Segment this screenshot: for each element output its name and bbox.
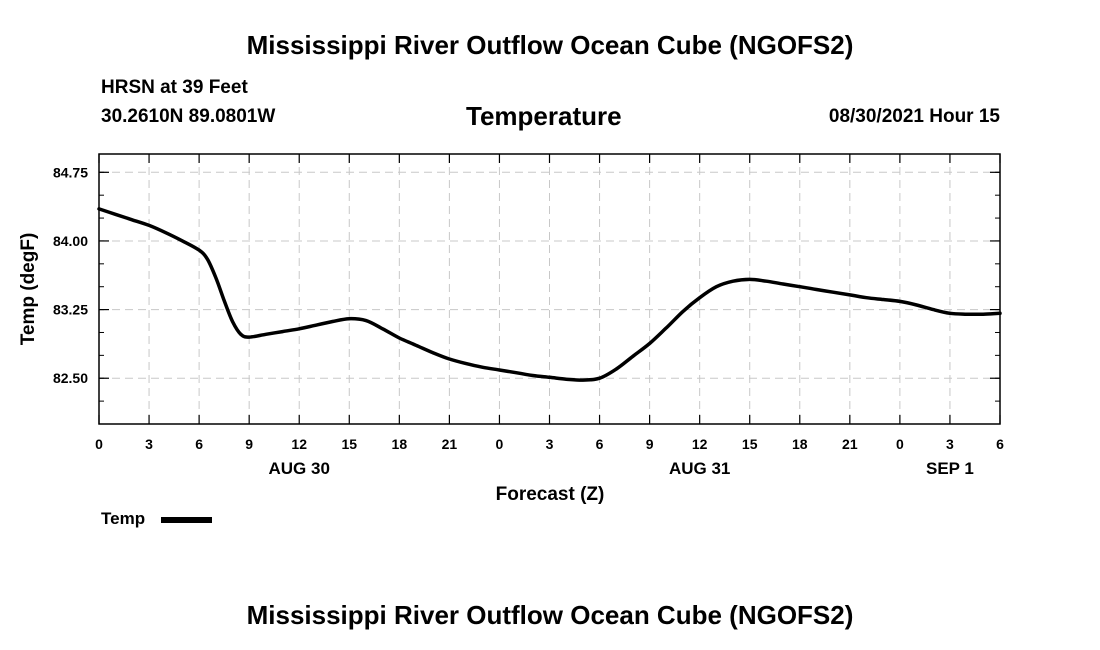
x-tick-label: 21 [442,436,458,452]
chart-title: Mississippi River Outflow Ocean Cube (NG… [246,30,854,60]
x-tick-label: 15 [341,436,357,452]
x-tick-label: 3 [145,436,153,452]
x-tick-label: 18 [792,436,808,452]
y-tick-label: 84.00 [53,233,88,249]
axis-ticks [98,154,1001,425]
x-tick-label: 3 [546,436,554,452]
x-axis-label: Forecast (Z) [496,484,605,505]
footer-title: Mississippi River Outflow Ocean Cube (NG… [246,600,854,630]
x-date-label: SEP 1 [926,459,974,478]
x-tick-label: 21 [842,436,858,452]
legend-line-swatch [161,517,212,523]
y-axis-label: Temp (degF) [18,233,39,346]
y-tick-label: 82.50 [53,370,88,386]
x-tick-label: 0 [496,436,504,452]
x-tick-label: 0 [95,436,103,452]
x-tick-label: 6 [596,436,604,452]
temperature-chart: 0 3 6 9 12 15 18 21 0 3 6 9 12 15 18 21 0 3 6 AUG 30 AUG 31 S… [18,153,1004,505]
x-tick-label: 3 [946,436,954,452]
x-tick-label: 12 [692,436,708,452]
axis-labels: 0 3 6 9 12 15 18 21 0 3 6 9 12 15 18 21 0 3 6 AUG 30 AUG 31 S… [53,164,1004,478]
forecast-datetime: 08/30/2021 Hour 15 [828,106,1000,127]
temp-series-line [97,207,1002,382]
x-tick-label: 18 [392,436,408,452]
x-tick-label: 6 [996,436,1004,452]
chart-subtitle: Temperature [466,101,622,131]
x-tick-label: 15 [742,436,758,452]
x-date-label: AUG 31 [669,459,730,478]
x-date-label: AUG 30 [269,459,330,478]
station-coords: 30.2610N 89.0801W [101,106,276,127]
x-tick-label: 12 [291,436,307,452]
station-label: HRSN at 39 Feet [101,77,248,98]
x-tick-label: 6 [195,436,203,452]
x-tick-label: 9 [646,436,654,452]
y-tick-label: 83.25 [53,302,88,318]
grid-lines [99,154,1000,424]
legend-label: Temp [101,509,146,528]
x-tick-label: 9 [245,436,253,452]
y-tick-label: 84.75 [53,164,88,180]
x-tick-label: 0 [896,436,904,452]
